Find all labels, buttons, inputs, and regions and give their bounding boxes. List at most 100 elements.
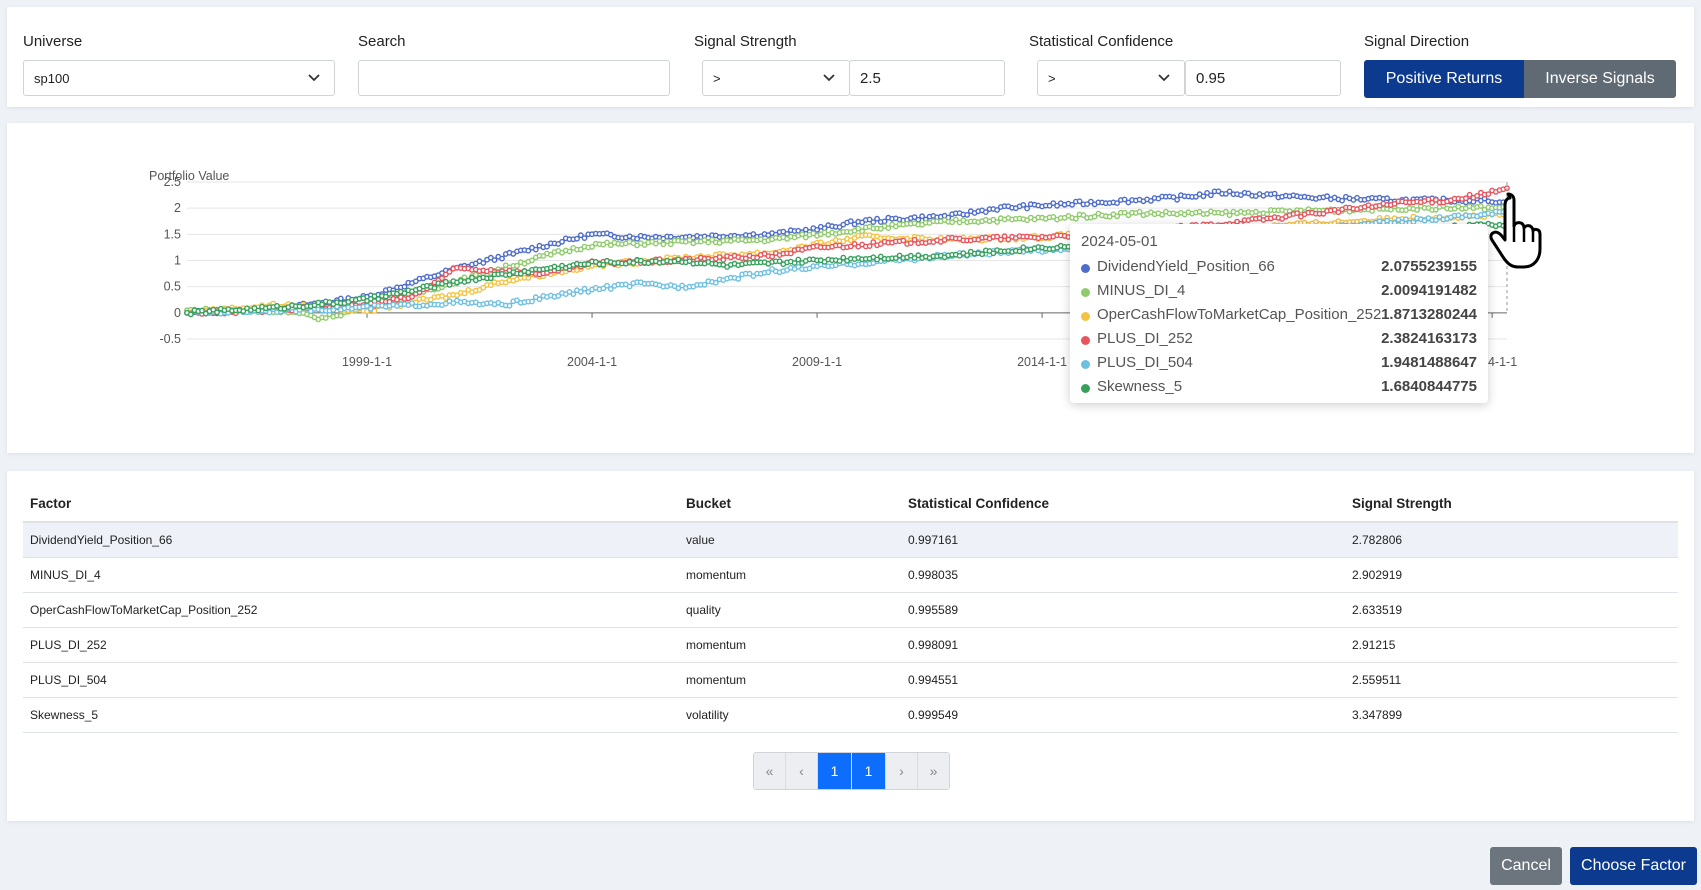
data-point (1076, 198, 1083, 205)
inverse-signals-button[interactable]: Inverse Signals (1524, 60, 1676, 98)
first-page-button[interactable]: « (754, 753, 786, 789)
y-tick-label: 0.5 (164, 280, 181, 294)
strength-cell: 2.633519 (1345, 592, 1678, 628)
signal-direction-toggle: Positive Returns Inverse Signals (1364, 60, 1676, 98)
factor-cell: DividendYield_Position_66 (23, 522, 679, 558)
data-point (660, 241, 667, 248)
strength-cell: 2.782806 (1345, 522, 1678, 558)
confidence-operator: > (1048, 71, 1056, 86)
data-point (1324, 193, 1331, 200)
data-point (982, 209, 989, 216)
data-point (870, 239, 877, 246)
data-point (911, 214, 918, 221)
data-point (1223, 208, 1229, 215)
data-point (1088, 198, 1094, 205)
data-point (851, 221, 858, 228)
chevron-down-icon (823, 74, 835, 82)
data-point (555, 265, 562, 272)
data-point (454, 292, 460, 299)
data-point (1298, 213, 1304, 220)
data-point (712, 279, 719, 286)
last-page-button[interactable]: » (918, 753, 949, 789)
cancel-button[interactable]: Cancel (1490, 847, 1562, 885)
data-point (750, 231, 757, 237)
choose-factor-button[interactable]: Choose Factor (1570, 847, 1697, 885)
universe-select[interactable]: sp100 (23, 60, 335, 96)
data-point (574, 235, 580, 242)
prev-page-button[interactable]: ‹ (786, 753, 818, 789)
filter-panel: Universe sp100 Search Signal Strength > … (7, 7, 1694, 107)
tooltip-series-name: MINUS_DI_4 (1097, 282, 1186, 299)
data-point (716, 254, 723, 260)
signal-strength-value: 2.5 (860, 70, 881, 87)
data-point (735, 275, 742, 282)
table-row[interactable]: DividendYield_Position_66 value 0.997161… (23, 522, 1678, 558)
data-point (412, 278, 419, 285)
search-input[interactable] (358, 60, 670, 96)
confidence-input[interactable]: 0.95 (1185, 60, 1341, 96)
column-header-factor[interactable]: Factor (23, 485, 679, 523)
data-point (274, 302, 280, 309)
data-point (1084, 201, 1091, 208)
data-point (1125, 199, 1132, 206)
data-point (701, 237, 708, 243)
signal-direction-label: Signal Direction (1364, 33, 1470, 50)
data-point (510, 250, 517, 257)
data-point (1050, 214, 1057, 220)
data-point (911, 236, 918, 243)
next-page-button[interactable]: › (886, 753, 918, 789)
signal-strength-operator-select[interactable]: > (702, 60, 850, 96)
x-tick-label: 2009-1-1 (792, 355, 842, 369)
table-row[interactable]: PLUS_DI_252 momentum 0.998091 2.91215 (23, 627, 1678, 663)
signal-strength-label: Signal Strength (694, 33, 797, 50)
page-button[interactable]: 1 (818, 753, 852, 789)
data-point (866, 216, 873, 223)
series-color-dot (1081, 264, 1090, 273)
column-header-statistical-confidence[interactable]: Statistical Confidence (901, 485, 1345, 523)
data-point (1121, 209, 1128, 216)
series-color-dot (1081, 336, 1090, 345)
data-point (1425, 196, 1432, 203)
column-header-bucket[interactable]: Bucket (679, 485, 901, 523)
table-row[interactable]: Skewness_5 volatility 0.999549 3.347899 (23, 697, 1678, 733)
factor-cell: PLUS_DI_504 (23, 662, 679, 698)
data-point (859, 228, 865, 235)
data-point (322, 315, 329, 321)
bucket-cell: momentum (679, 557, 901, 593)
column-header-signal-strength[interactable]: Signal Strength (1345, 485, 1678, 523)
tooltip-series-value: 1.6840844775 (1381, 378, 1477, 395)
signal-strength-input[interactable]: 2.5 (849, 60, 1005, 96)
data-point (514, 297, 520, 304)
pagination: « ‹ 1 1 › » (753, 752, 950, 790)
confidence-operator-select[interactable]: > (1037, 60, 1185, 96)
y-tick-label: 1.5 (164, 227, 181, 241)
y-tick-label: 2.5 (164, 175, 181, 189)
chevron-down-icon (308, 74, 320, 82)
data-point (210, 306, 217, 313)
tooltip-series-name: PLUS_DI_252 (1097, 330, 1193, 347)
data-point (360, 295, 367, 302)
data-point (319, 301, 325, 308)
chevron-down-icon (1158, 74, 1170, 82)
data-point (851, 241, 858, 247)
data-point (570, 291, 577, 298)
table-row[interactable]: PLUS_DI_504 momentum 0.994551 2.559511 (23, 662, 1678, 698)
data-point (529, 298, 535, 305)
data-point (311, 302, 318, 309)
series-color-dot (1081, 360, 1090, 369)
data-point (446, 281, 453, 288)
data-point (705, 239, 712, 246)
page-button[interactable]: 1 (852, 753, 886, 789)
table-row[interactable]: OperCashFlowToMarketCap_Position_252 qua… (23, 592, 1678, 628)
table-row[interactable]: MINUS_DI_4 momentum 0.998035 2.902919 (23, 557, 1678, 593)
data-point (1485, 191, 1492, 198)
data-point (532, 246, 539, 253)
data-point (600, 285, 607, 292)
positive-returns-button[interactable]: Positive Returns (1364, 60, 1524, 98)
data-point (956, 252, 963, 259)
data-point (1433, 197, 1439, 203)
strength-cell: 2.902919 (1345, 557, 1678, 593)
data-point (540, 253, 547, 259)
data-point (382, 293, 389, 300)
universe-label: Universe (23, 33, 83, 50)
